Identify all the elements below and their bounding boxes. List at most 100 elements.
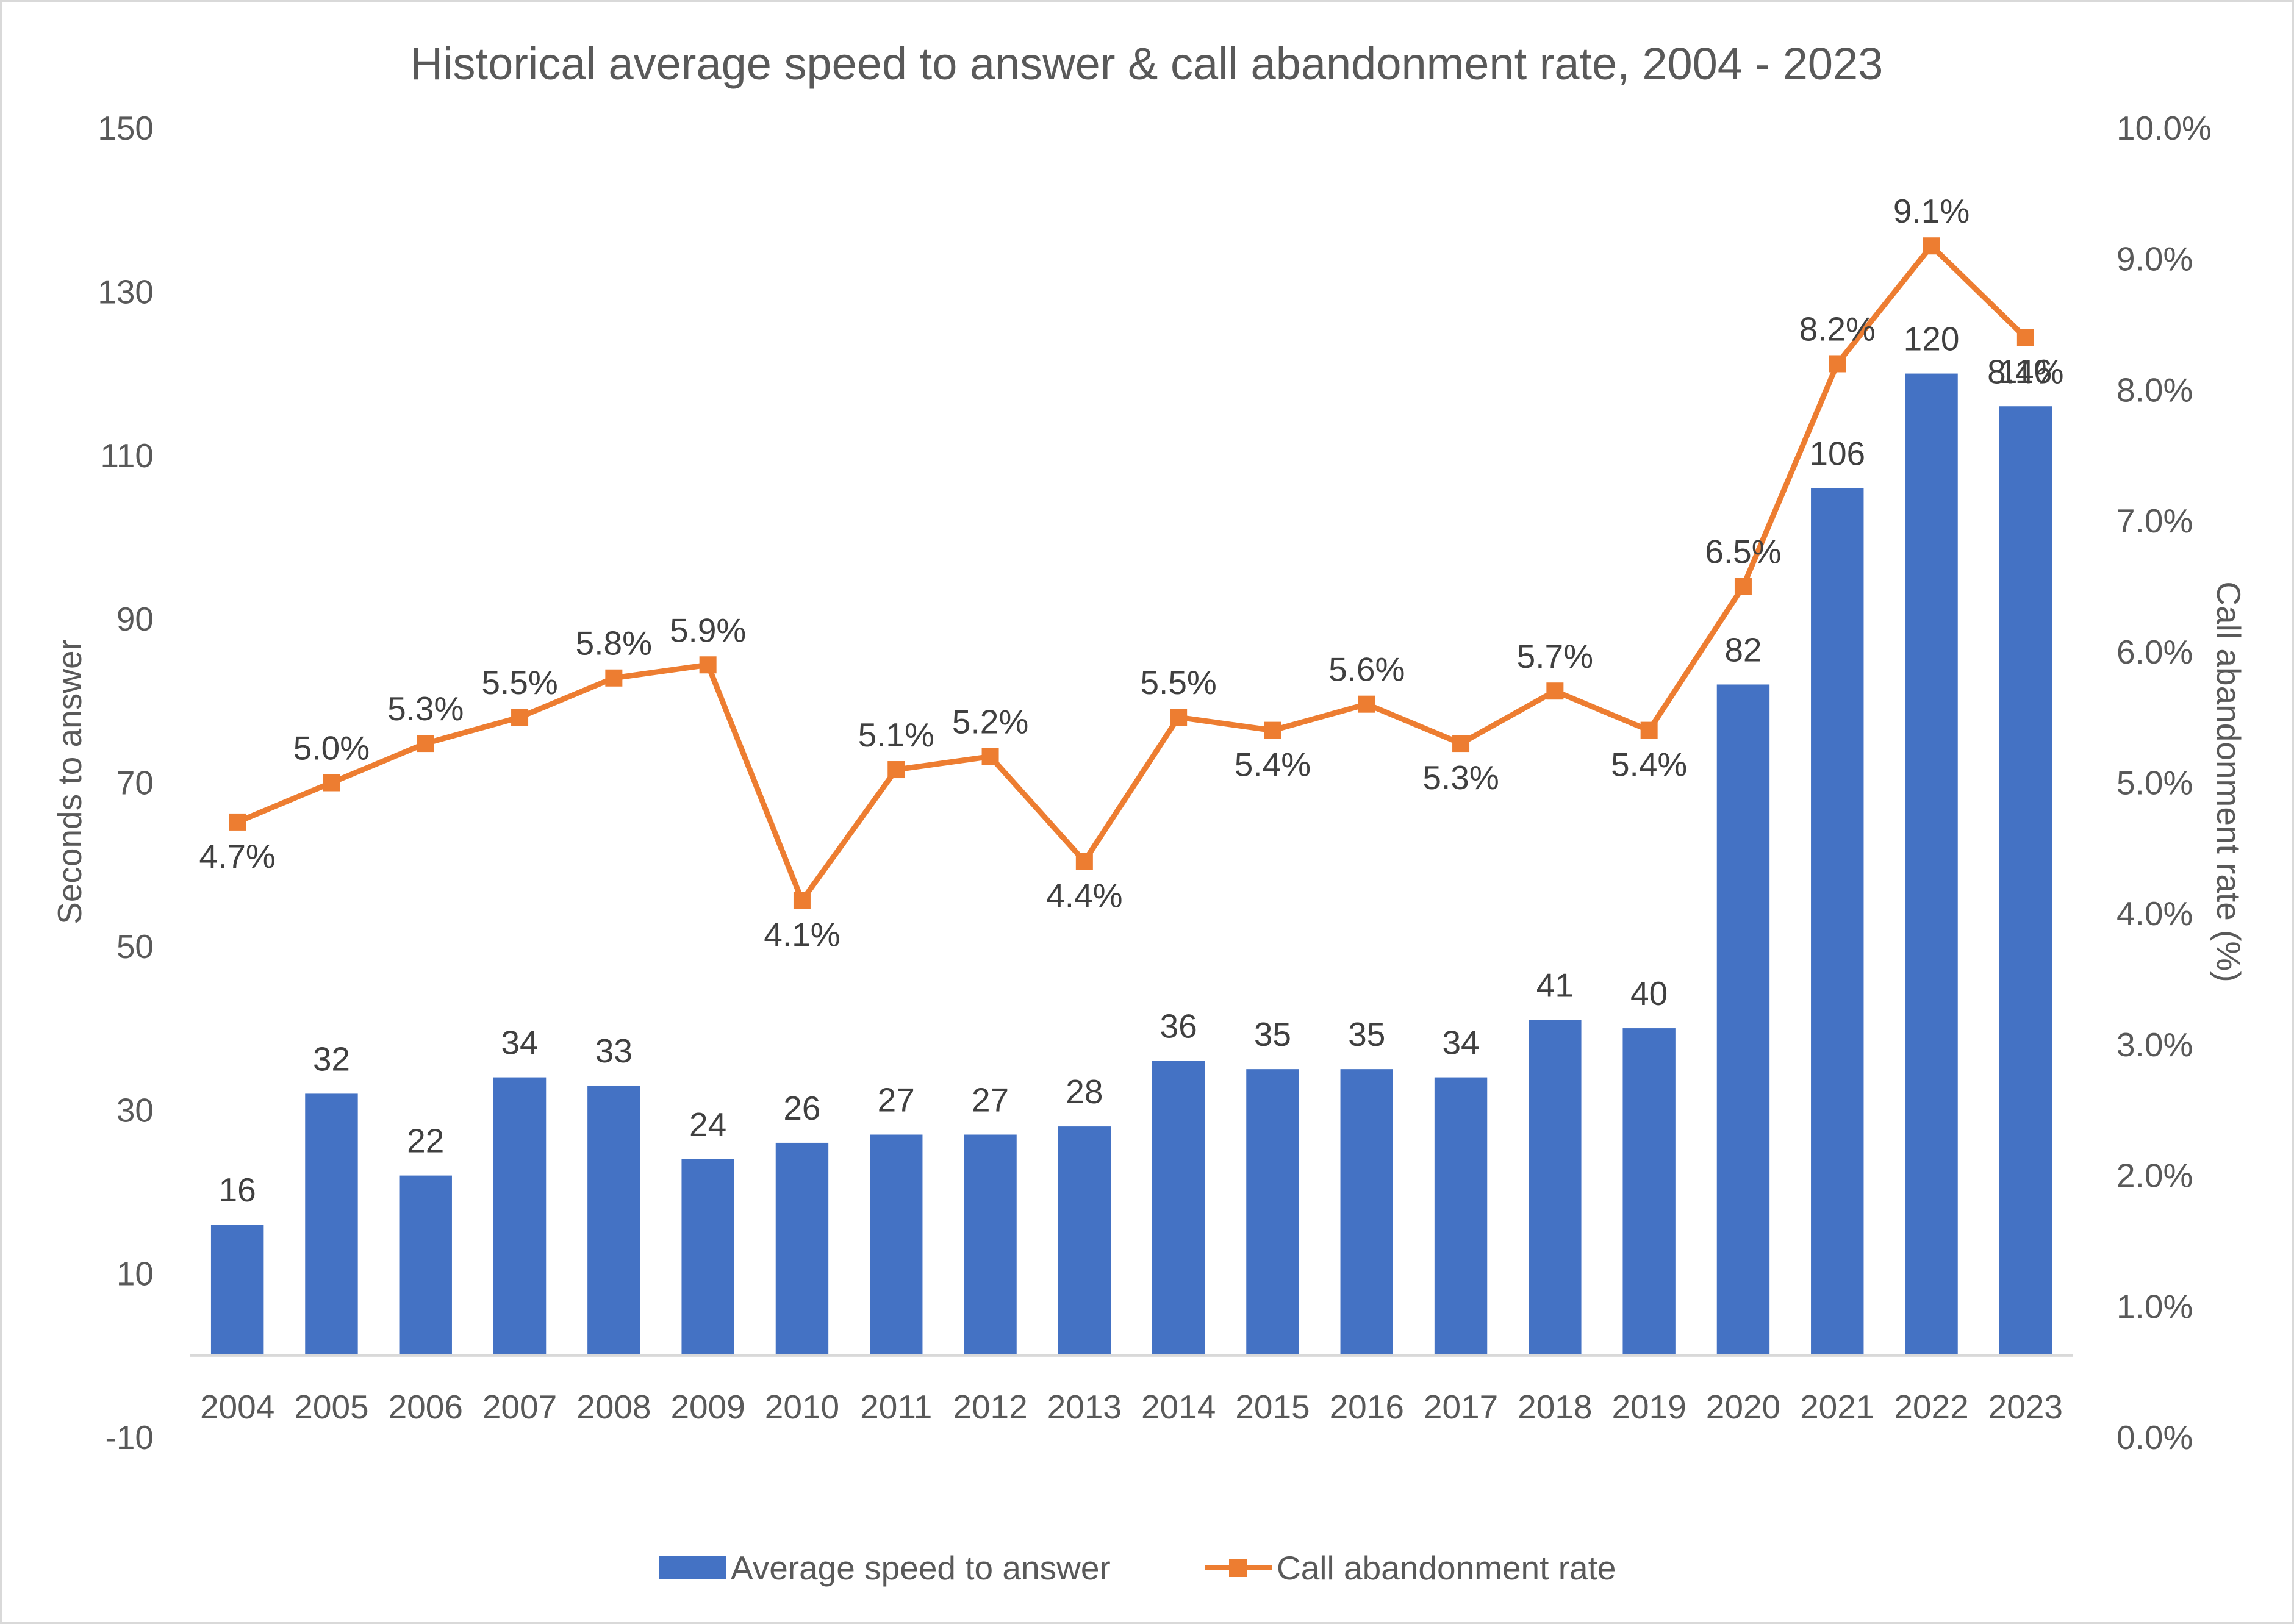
legend-label-bar: Average speed to answer — [731, 1549, 1111, 1587]
line-marker — [1264, 721, 1281, 739]
left-tick-label: 90 — [116, 600, 154, 638]
x-tick-label: 2007 — [482, 1388, 557, 1426]
bar — [1529, 1020, 1582, 1356]
line-data-label: 5.8% — [576, 624, 652, 662]
line-marker — [1358, 695, 1375, 713]
line-data-label: 8.2% — [1799, 310, 1876, 348]
bar-data-label: 116 — [1999, 352, 2052, 390]
line-data-label: 5.0% — [293, 729, 370, 767]
bar — [1999, 406, 2052, 1356]
bar-data-label: 41 — [1536, 967, 1574, 1004]
right-tick-label: 7.0% — [2117, 502, 2193, 540]
bar-data-label: 22 — [407, 1122, 444, 1160]
bar-data-label: 32 — [313, 1040, 350, 1078]
x-tick-label: 2004 — [200, 1388, 274, 1426]
legend: Average speed to answer Call abandonment… — [659, 1549, 1616, 1587]
x-tick-label: 2020 — [1706, 1388, 1780, 1426]
right-tick-label: 10.0% — [2117, 109, 2212, 147]
bar — [587, 1085, 640, 1356]
line-data-label: 5.3% — [387, 690, 464, 728]
left-tick-label: 130 — [98, 273, 154, 310]
bar — [1622, 1028, 1676, 1356]
bar-data-label: 27 — [878, 1081, 915, 1119]
left-tick-label: 110 — [100, 437, 154, 474]
line-marker — [605, 669, 623, 687]
bar-series — [210, 373, 2052, 1356]
x-tick-label: 2013 — [1047, 1388, 1122, 1426]
legend-label-line: Call abandonment rate — [1277, 1549, 1616, 1587]
bar — [870, 1134, 923, 1356]
x-tick-label: 2014 — [1141, 1388, 1216, 1426]
x-tick-label: 2012 — [953, 1388, 1027, 1426]
bar — [493, 1077, 547, 1356]
right-tick-label: 1.0% — [2117, 1287, 2193, 1325]
x-axis-ticks: 2004 2005 2006 2007 2008 2009 2010 2011 2012 2013… — [200, 1388, 2063, 1426]
line-data-label: 5.5% — [481, 664, 557, 701]
left-tick-label: 50 — [116, 928, 154, 965]
bar — [1152, 1061, 1205, 1356]
line-data-label: 9.1% — [1893, 192, 1970, 230]
bar-data-label: 35 — [1348, 1015, 1385, 1053]
line-data-label: 5.4% — [1235, 746, 1311, 784]
right-tick-label: 6.0% — [2117, 633, 2193, 671]
right-tick-label: 5.0% — [2117, 764, 2193, 802]
right-tick-label: 8.0% — [2117, 371, 2193, 409]
line-marker — [2016, 329, 2034, 346]
line-data-label: 5.3% — [1422, 759, 1499, 796]
left-axis-ticks: -10 10 30 50 70 90 110 130 150 — [98, 109, 154, 1456]
bar-data-label: 120 — [1904, 320, 1960, 358]
line-marker — [887, 761, 905, 779]
bar — [399, 1175, 452, 1356]
right-tick-label: 0.0% — [2117, 1418, 2193, 1456]
bar — [1340, 1069, 1393, 1356]
x-tick-label: 2011 — [860, 1388, 932, 1426]
line-marker — [1829, 355, 1846, 373]
series-line — [236, 243, 2027, 904]
line-marker — [1734, 578, 1752, 595]
bar-data-labels: 16 32 22 34 33 24 26 27 27 28 36 35 35 34 41 40 82 106 120… — [219, 320, 2052, 1209]
left-tick-label: 150 — [98, 109, 154, 147]
bar — [1246, 1069, 1299, 1356]
bar-data-label: 28 — [1066, 1073, 1103, 1111]
line-marker — [1075, 853, 1093, 870]
bar — [1905, 373, 1958, 1356]
line-data-label: 4.1% — [764, 916, 840, 954]
bar — [210, 1225, 264, 1356]
right-axis-title: Call abandonment rate (%) — [2210, 581, 2248, 982]
x-tick-label: 2006 — [389, 1388, 463, 1426]
line-data-label: 8.4% — [1987, 353, 2063, 391]
bar — [305, 1093, 358, 1356]
line-data-labels: 4.7% 5.0% 5.3% 5.5% 5.8% 5.9% 4.1% 5.1% 5.2% 4.4%… — [199, 192, 2063, 954]
chart-title: Historical average speed to answer & cal… — [410, 38, 1884, 89]
bar-data-label: 82 — [1724, 631, 1762, 668]
line-marker — [1546, 682, 1564, 700]
bar — [1058, 1126, 1111, 1356]
x-tick-label: 2022 — [1894, 1388, 1968, 1426]
bar-data-label: 106 — [1809, 434, 1865, 472]
line-marker — [1170, 709, 1188, 726]
x-tick-label: 2010 — [765, 1388, 839, 1426]
line-data-label: 5.4% — [1611, 746, 1687, 784]
x-tick-label: 2017 — [1424, 1388, 1498, 1426]
bar-data-label: 16 — [219, 1171, 256, 1209]
line-marker — [1452, 735, 1470, 753]
x-tick-label: 2023 — [1988, 1388, 2063, 1426]
bar-data-label: 33 — [595, 1032, 633, 1070]
line-marker — [981, 748, 999, 765]
x-tick-label: 2018 — [1518, 1388, 1592, 1426]
line-marker — [699, 656, 717, 674]
line-marker — [511, 709, 529, 726]
line-data-label: 5.1% — [858, 716, 934, 754]
bar — [1434, 1077, 1488, 1356]
right-tick-label: 9.0% — [2117, 240, 2193, 278]
bar-data-label: 34 — [1442, 1024, 1479, 1062]
line-data-label: 5.2% — [952, 703, 1028, 741]
x-tick-label: 2015 — [1235, 1388, 1310, 1426]
line-marker — [793, 892, 811, 909]
line-data-label: 5.7% — [1517, 637, 1593, 675]
bar-data-label: 26 — [783, 1089, 820, 1127]
bar — [1716, 684, 1770, 1356]
legend-swatch-bar — [659, 1556, 726, 1579]
line-marker — [417, 735, 434, 753]
